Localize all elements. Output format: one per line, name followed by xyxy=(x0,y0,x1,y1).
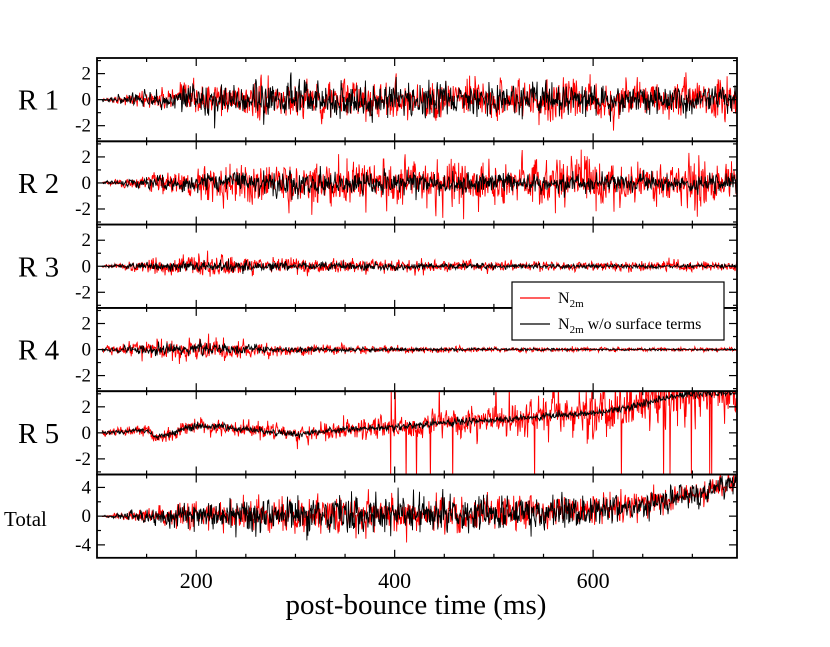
series-n2m_no_surface-r5 xyxy=(101,391,737,440)
xtick-label: 400 xyxy=(378,568,411,593)
ytick-label: -2 xyxy=(75,366,91,387)
ytick-label: 2 xyxy=(82,230,92,251)
ytick-label: 4 xyxy=(82,477,92,498)
legend-entry-n2m_no_surface: N2m w/o surface terms xyxy=(558,316,701,336)
ytick-label: -4 xyxy=(75,535,91,556)
legend-name: N xyxy=(558,316,570,333)
series-n2m-r2 xyxy=(101,149,737,220)
ytick-label: -2 xyxy=(75,282,91,303)
legend-subscript: 2m xyxy=(570,324,585,336)
ytick-label: 2 xyxy=(82,397,92,418)
ytick-label: 0 xyxy=(82,256,92,277)
panel-label-total: Total xyxy=(4,507,47,531)
series-n2m_no_surface-r1 xyxy=(101,72,737,129)
legend-box xyxy=(511,281,725,341)
panel-r5: -2 0 2 R 5 xyxy=(18,390,738,476)
series-n2m_no_surface-r3 xyxy=(101,259,737,275)
ytick-label: -2 xyxy=(75,116,91,137)
panel-total: -4 0 4 Total xyxy=(4,473,738,559)
legend-name: N xyxy=(558,290,570,307)
series-n2m-r5 xyxy=(101,391,737,475)
ytick-label: 0 xyxy=(82,423,92,444)
panel-label-r5: R 5 xyxy=(18,418,59,450)
ytick-label: -2 xyxy=(75,449,91,470)
panel-label-r2: R 2 xyxy=(18,168,59,200)
legend-suffix: w/o surface terms xyxy=(584,316,702,333)
panel-r1: -2 0 2 R 1 xyxy=(18,57,738,143)
panel-label-r4: R 4 xyxy=(18,335,60,367)
series-n2m-r3 xyxy=(101,250,737,277)
x-axis-label: post-bounce time (ms) xyxy=(286,589,547,621)
ytick-label: 0 xyxy=(82,340,92,361)
legend-subscript: 2m xyxy=(570,298,585,310)
panels-layer: -2 0 2 R 1 -2 0 2 R 2 -2 0 2 R 3 -2 0 2 R 4 -2 0 2 R 5 -4 0 4 T… xyxy=(4,57,738,559)
panel-r2: -2 0 2 R 2 xyxy=(18,140,738,226)
ytick-label: 2 xyxy=(82,64,92,85)
ytick-label: 2 xyxy=(82,314,92,335)
xtick-label: 200 xyxy=(180,568,213,593)
series-n2m_no_surface-r4 xyxy=(101,339,737,357)
ytick-label: 0 xyxy=(82,506,92,527)
ytick-label: 0 xyxy=(82,90,92,111)
x-axis: 200 400 600 xyxy=(180,568,610,593)
panel-label-r1: R 1 xyxy=(18,85,59,117)
xtick-label: 600 xyxy=(577,568,610,593)
ytick-label: -2 xyxy=(75,199,91,220)
panel-label-r3: R 3 xyxy=(18,251,59,283)
legend-entry-n2m: N2m xyxy=(558,290,584,310)
series-n2m_no_surface-total xyxy=(101,474,737,541)
series-n2m_no_surface-r2 xyxy=(102,165,737,201)
ytick-label: 0 xyxy=(82,173,92,194)
ytick-label: 2 xyxy=(82,147,92,168)
